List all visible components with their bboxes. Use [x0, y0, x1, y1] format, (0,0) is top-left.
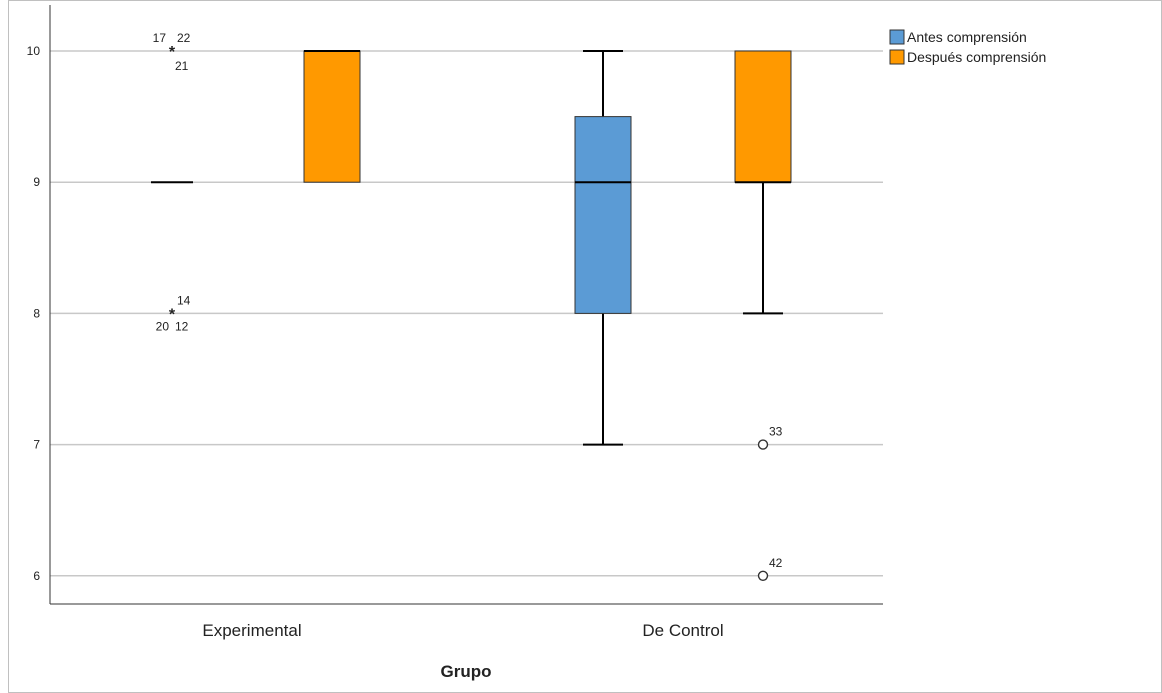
x-axis-labels: Experimental De Control Grupo [202, 621, 723, 681]
outlier-point: *14 20 12 [156, 293, 191, 333]
legend-swatch [889, 49, 905, 65]
legend-item: Después comprensión [889, 49, 1046, 65]
legend-item: Antes comprensión [889, 29, 1027, 45]
circle-marker [757, 570, 769, 581]
outlier-label: 33 [769, 425, 783, 439]
circle-marker [757, 439, 769, 450]
outlier-label: 21 [175, 59, 189, 73]
chart-frame [8, 0, 1162, 693]
box [303, 50, 361, 183]
outlier-point: *17 22 21 [153, 31, 191, 73]
outlier-point: 33 [757, 425, 783, 450]
star-marker: * [169, 44, 176, 61]
legend: Antes comprensión Después comprensión [889, 29, 1046, 65]
y-tick-label: 8 [33, 306, 40, 320]
outlier-label: 42 [769, 556, 783, 570]
legend-label: Después comprensión [907, 49, 1046, 65]
boxes [151, 50, 792, 446]
x-axis-title: Grupo [441, 662, 492, 681]
outlier-label: 20 [156, 319, 170, 333]
legend-swatch [889, 29, 905, 45]
axes: 6 7 8 9 10 [27, 5, 883, 605]
y-tick-label: 9 [33, 175, 40, 189]
box [574, 116, 632, 314]
star-marker: * [169, 306, 176, 323]
x-tick-label: De Control [642, 621, 723, 640]
box [734, 50, 792, 183]
outlier-label: 14 [177, 293, 191, 307]
y-tick-label: 10 [27, 44, 41, 58]
y-tick-label: 7 [33, 438, 40, 452]
outlier-label: 17 [153, 31, 167, 45]
outlier-label: 12 [175, 319, 189, 333]
outlier-point: 42 [757, 556, 783, 581]
y-tick-label: 6 [33, 569, 40, 583]
legend-label: Antes comprensión [907, 29, 1027, 45]
outlier-label: 22 [177, 31, 191, 45]
x-tick-label: Experimental [202, 621, 301, 640]
